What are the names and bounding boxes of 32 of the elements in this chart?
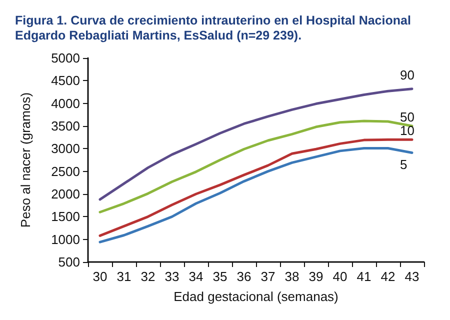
y-tick-label: 500 (58, 254, 80, 270)
line-series (98, 88, 414, 201)
y-tick-label: 3000 (51, 141, 80, 156)
y-tick-label: 4500 (51, 73, 80, 88)
x-tick-label: 42 (380, 269, 396, 284)
series-label: 5 (400, 157, 408, 172)
y-tick-label: 1000 (51, 232, 80, 247)
x-tick-label: 41 (356, 269, 372, 284)
x-tick-label: 36 (236, 269, 252, 284)
x-tick-label: 43 (404, 269, 420, 284)
y-tick-label: 3500 (51, 118, 80, 134)
x-tick-label: 33 (164, 269, 180, 284)
y-tick-label: 1500 (51, 209, 80, 224)
chart-title: Figura 1. Curva de crecimiento intrauterino en el Hospital Nacional Edgardo Rebagliati Martins, EsSalud (n=29 239). (15, 14, 414, 42)
x-tick-label: 30 (92, 269, 108, 284)
x-tick-label: 38 (284, 269, 300, 284)
series-label: 10 (400, 123, 414, 138)
y-tick-label: 2000 (51, 186, 80, 202)
x-tick-label: 35 (212, 269, 228, 284)
x-tick-label: 37 (260, 269, 276, 284)
x-tick-label: 34 (188, 269, 204, 284)
x-tick-label: 40 (332, 269, 348, 284)
x-tick-label: 31 (116, 269, 132, 284)
x-tick-label: 32 (140, 269, 156, 284)
y-tick-label: 2500 (51, 164, 80, 179)
series-label: 50 (400, 110, 414, 124)
x-tick-label: 39 (308, 269, 324, 284)
x-axis-title: Edad gestacional (semanas) (174, 289, 338, 304)
series-label: 90 (400, 67, 414, 82)
y-tick-label: 4000 (51, 96, 80, 111)
y-axis-title: Peso al nacer (gramos) (18, 92, 33, 228)
y-tick-label: 5000 (51, 50, 80, 66)
